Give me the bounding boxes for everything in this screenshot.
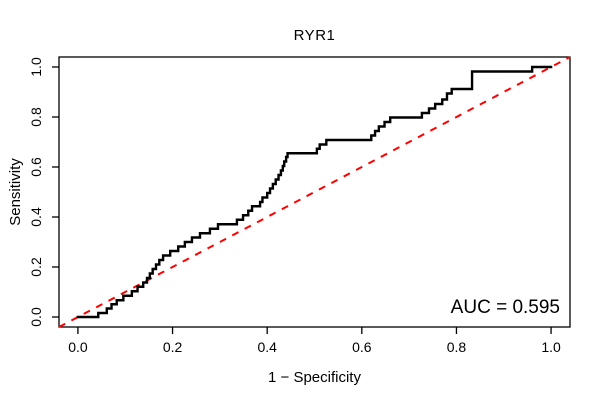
diagonal-reference-line bbox=[58, 56, 571, 328]
x-axis-tick-label: 0.0 bbox=[68, 339, 88, 355]
y-axis-tick-label: 0.4 bbox=[28, 207, 44, 227]
y-axis-tick-label: 0.8 bbox=[28, 107, 44, 127]
x-axis-title: 1 − Specificity bbox=[268, 369, 361, 386]
chart-title: RYR1 bbox=[294, 27, 336, 44]
y-axis-tick-label: 0.6 bbox=[28, 157, 44, 177]
x-axis-tick-label: 0.4 bbox=[257, 339, 277, 355]
y-axis-title: Sensitivity bbox=[7, 158, 24, 226]
x-axis-tick-label: 0.2 bbox=[163, 339, 183, 355]
y-axis-tick-label: 0.0 bbox=[28, 307, 44, 327]
x-axis-tick-label: 0.6 bbox=[352, 339, 372, 355]
roc-curve-line bbox=[76, 65, 553, 319]
plot-border-box bbox=[58, 56, 571, 328]
y-axis-tick-label: 1.0 bbox=[28, 57, 44, 77]
axis-ticks-layer: 0.0 0.2 0.4 0.6 0.8 1.0 0.0 0.2 0.4 0.6 0.8 1.0 bbox=[28, 57, 561, 355]
x-axis-tick-label: 1.0 bbox=[541, 339, 561, 355]
y-axis-tick-label: 0.2 bbox=[28, 257, 44, 277]
x-axis-tick-label: 0.8 bbox=[447, 339, 467, 355]
auc-value-annotation: AUC = 0.595 bbox=[451, 297, 560, 318]
